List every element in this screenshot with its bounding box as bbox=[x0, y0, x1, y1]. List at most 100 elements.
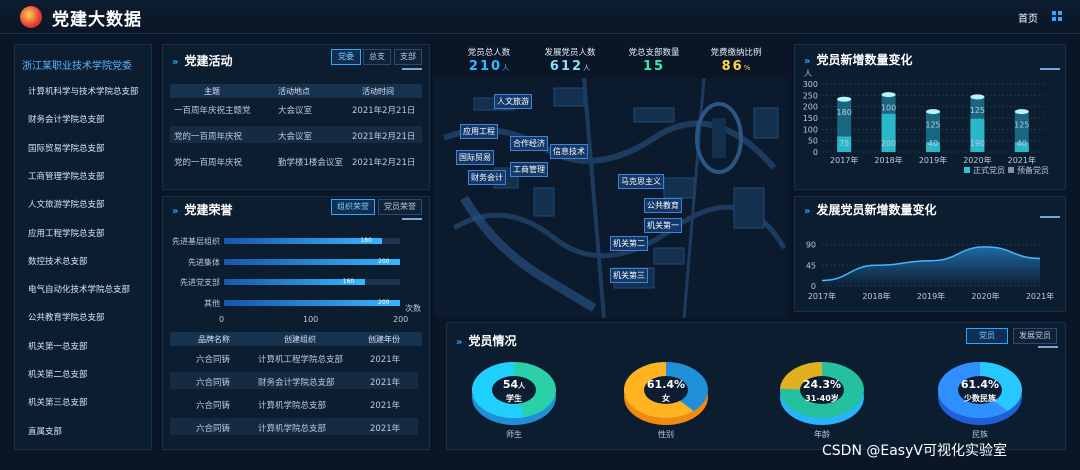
kpi-value: 210人 bbox=[449, 59, 529, 74]
page-title: 党建大数据 bbox=[52, 10, 142, 30]
panel-underline bbox=[1038, 346, 1058, 348]
table-cell: 党的一百周年庆祝 bbox=[174, 158, 243, 168]
activity-title: » 党建活动 bbox=[172, 54, 233, 68]
develop-growth-chart: 0 45 90 2017年 2018年 2019年 2020年 2021年 bbox=[806, 241, 1054, 301]
tab-member-honor[interactable]: 党员荣誉 bbox=[378, 199, 422, 215]
axis-tick: 0 bbox=[219, 315, 225, 324]
y-tick-label: 45 bbox=[806, 261, 816, 270]
sidebar-item[interactable]: 电气自动化技术学院总支部 bbox=[28, 285, 131, 296]
sidebar-item[interactable]: 机关第一总支部 bbox=[28, 341, 88, 352]
panel-underline bbox=[402, 218, 422, 220]
honor-bar-track: 160 bbox=[224, 278, 400, 285]
donut-chart[interactable]: 61.4% 女 bbox=[618, 356, 714, 426]
map-building-label[interactable]: 马克思主义 bbox=[618, 174, 664, 189]
map-building-label[interactable]: 财务会计 bbox=[468, 170, 506, 185]
map-building-label[interactable]: 机关第三 bbox=[610, 268, 648, 283]
develop-growth-title: » 发展党员新增数量变化 bbox=[804, 203, 937, 217]
tab-develop-members[interactable]: 发展党员 bbox=[1013, 328, 1057, 344]
table-row[interactable]: 六合同铸 计算机学院总支部 2021年 bbox=[170, 418, 418, 435]
honor-bar-value: 200 bbox=[378, 298, 390, 306]
top-header: 党建大数据 首页 bbox=[0, 0, 1080, 34]
bar-label-formal: 40 bbox=[928, 139, 938, 148]
sidebar-item[interactable]: 公共教育学院总支部 bbox=[28, 313, 105, 324]
honor-bar bbox=[224, 279, 365, 285]
donut-hole bbox=[958, 376, 1002, 404]
bar-label-reserve: 100 bbox=[881, 104, 896, 113]
honor-bar-value: 180 bbox=[360, 237, 372, 244]
kpi-unit: 人 bbox=[502, 64, 510, 72]
x-tick-label: 2019年 bbox=[917, 291, 945, 301]
kpi-number: 86 bbox=[721, 59, 744, 74]
table-row[interactable]: 一百周年庆祝主题党 大会议室 2021年2月21日 bbox=[170, 100, 422, 117]
sidebar-item[interactable]: 人文旅游学院总支部 bbox=[28, 200, 105, 211]
tab-branch[interactable]: 支部 bbox=[394, 49, 422, 65]
member-status-title: » 党员情况 bbox=[456, 334, 517, 348]
table-cell: 2021年 bbox=[370, 401, 401, 411]
table-row[interactable]: 党的一百周年庆祝 勤学楼1楼会议室 2021年2月21日 bbox=[170, 152, 422, 169]
kpi-label: 发展党员人数 bbox=[544, 48, 596, 58]
activity-table-header: 主题 活动地点 活动时间 bbox=[170, 84, 422, 98]
table-row[interactable]: 六合同铸 财务会计学院总支部 2021年 bbox=[170, 372, 418, 389]
campus-map[interactable]: 人文旅游应用工程 合作经济 信息技术 国际贸易工商管理 财务会计 马克思主义公共教育机关第… bbox=[434, 77, 788, 319]
col-creator: 创建组织 bbox=[284, 335, 316, 344]
sidebar-item[interactable]: 直属支部 bbox=[28, 426, 63, 437]
tab-party-committee[interactable]: 党委 bbox=[331, 49, 361, 65]
donut-chart[interactable]: 61.4% 少数民族 bbox=[932, 356, 1028, 426]
x-tick-label: 2019年 bbox=[919, 155, 947, 165]
sidebar-item[interactable]: 国际贸易学院总支部 bbox=[28, 143, 105, 154]
donut-chart[interactable]: 54人 学生 bbox=[466, 356, 562, 426]
sidebar-item[interactable]: 工商管理学院总支部 bbox=[28, 171, 105, 182]
sidebar-item[interactable]: 计算机科学与技术学院总支部 bbox=[28, 87, 139, 97]
bar-cap bbox=[881, 92, 896, 98]
table-cell: 财务会计学院总支部 bbox=[258, 378, 335, 388]
donut-value: 54人 bbox=[466, 378, 562, 391]
kpi-number: 612 bbox=[549, 59, 584, 74]
map-building-label[interactable]: 机关第一 bbox=[644, 218, 682, 233]
donut-value: 61.4% bbox=[932, 378, 1028, 391]
legend-swatch bbox=[964, 167, 970, 173]
map-building-label[interactable]: 工商管理 bbox=[510, 162, 548, 177]
sidebar-item[interactable]: 机关第三总支部 bbox=[28, 398, 88, 409]
table-row[interactable]: 六合同铸 计算机学院总支部 2021年 bbox=[170, 395, 418, 412]
table-row[interactable]: 六合同铸 计算机工程学院总支部 2021年 bbox=[170, 349, 418, 366]
tab-org-honor[interactable]: 组织荣誉 bbox=[331, 199, 375, 215]
home-link[interactable]: 首页 bbox=[1018, 14, 1038, 25]
donut-sublabel: 女 bbox=[662, 394, 670, 403]
sidebar-item[interactable]: 财务会计学院总支部 bbox=[28, 115, 105, 126]
tab-members[interactable]: 党员 bbox=[966, 328, 1008, 344]
y-tick-label: 0 bbox=[813, 148, 818, 157]
map-building-label[interactable]: 机关第二 bbox=[610, 236, 648, 251]
donut-hole bbox=[800, 376, 844, 404]
map-building-label[interactable]: 国际贸易 bbox=[456, 150, 494, 165]
map-building-label[interactable]: 应用工程 bbox=[460, 124, 498, 139]
map-building-label[interactable]: 人文旅游 bbox=[494, 94, 532, 109]
honor-bar-track: 180 bbox=[224, 237, 400, 244]
table-cell: 六合同铸 bbox=[196, 378, 231, 388]
y-tick-label: 100 bbox=[803, 125, 818, 134]
col-time: 活动时间 bbox=[362, 87, 394, 96]
col-year: 创建年份 bbox=[368, 335, 400, 344]
kpi-number: 210 bbox=[468, 59, 503, 74]
donut-hole bbox=[644, 376, 688, 404]
x-tick-label: 2018年 bbox=[874, 155, 902, 165]
honor-bar-track: 200 bbox=[224, 258, 400, 265]
table-cell: 计算机学院总支部 bbox=[258, 424, 327, 434]
donut-chart[interactable]: 24.3% 31-40岁 bbox=[774, 356, 870, 426]
map-building-label[interactable]: 合作经济 bbox=[510, 136, 548, 151]
axis-tick: 100 bbox=[303, 315, 319, 324]
grid-icon[interactable] bbox=[1052, 11, 1063, 22]
table-row[interactable]: 党的一百周年庆祝 大会议室 2021年2月21日 bbox=[170, 126, 422, 143]
y-tick-label: 50 bbox=[808, 137, 818, 146]
chevron-right-icon: » bbox=[804, 206, 811, 217]
donut-number: 61.4% bbox=[960, 378, 1000, 391]
sidebar-head[interactable]: 浙江某职业技术学院党委 bbox=[22, 61, 132, 72]
chevron-right-icon: » bbox=[804, 56, 811, 67]
map-building-label[interactable]: 公共教育 bbox=[644, 198, 682, 213]
sidebar-item[interactable]: 应用工程学院总支部 bbox=[28, 228, 105, 239]
donut-hole bbox=[492, 376, 536, 404]
map-building-label[interactable]: 信息技术 bbox=[550, 144, 588, 159]
sidebar-item[interactable]: 数控技术总支部 bbox=[28, 256, 88, 267]
tab-general-branch[interactable]: 总支 bbox=[363, 49, 391, 65]
sidebar-item[interactable]: 机关第二总支部 bbox=[28, 370, 88, 380]
table-cell: 勤学楼1楼会议室 bbox=[278, 158, 343, 168]
